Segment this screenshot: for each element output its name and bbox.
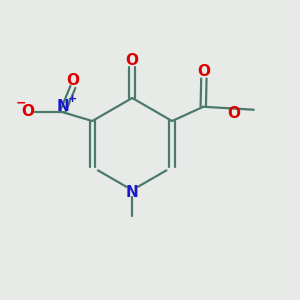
- Text: O: O: [197, 64, 210, 80]
- Text: O: O: [126, 53, 139, 68]
- Text: O: O: [21, 104, 34, 119]
- Text: −: −: [16, 97, 26, 110]
- Text: O: O: [227, 106, 240, 121]
- Text: O: O: [66, 73, 80, 88]
- Text: N: N: [126, 185, 139, 200]
- Text: N: N: [56, 99, 69, 114]
- Text: +: +: [68, 94, 77, 104]
